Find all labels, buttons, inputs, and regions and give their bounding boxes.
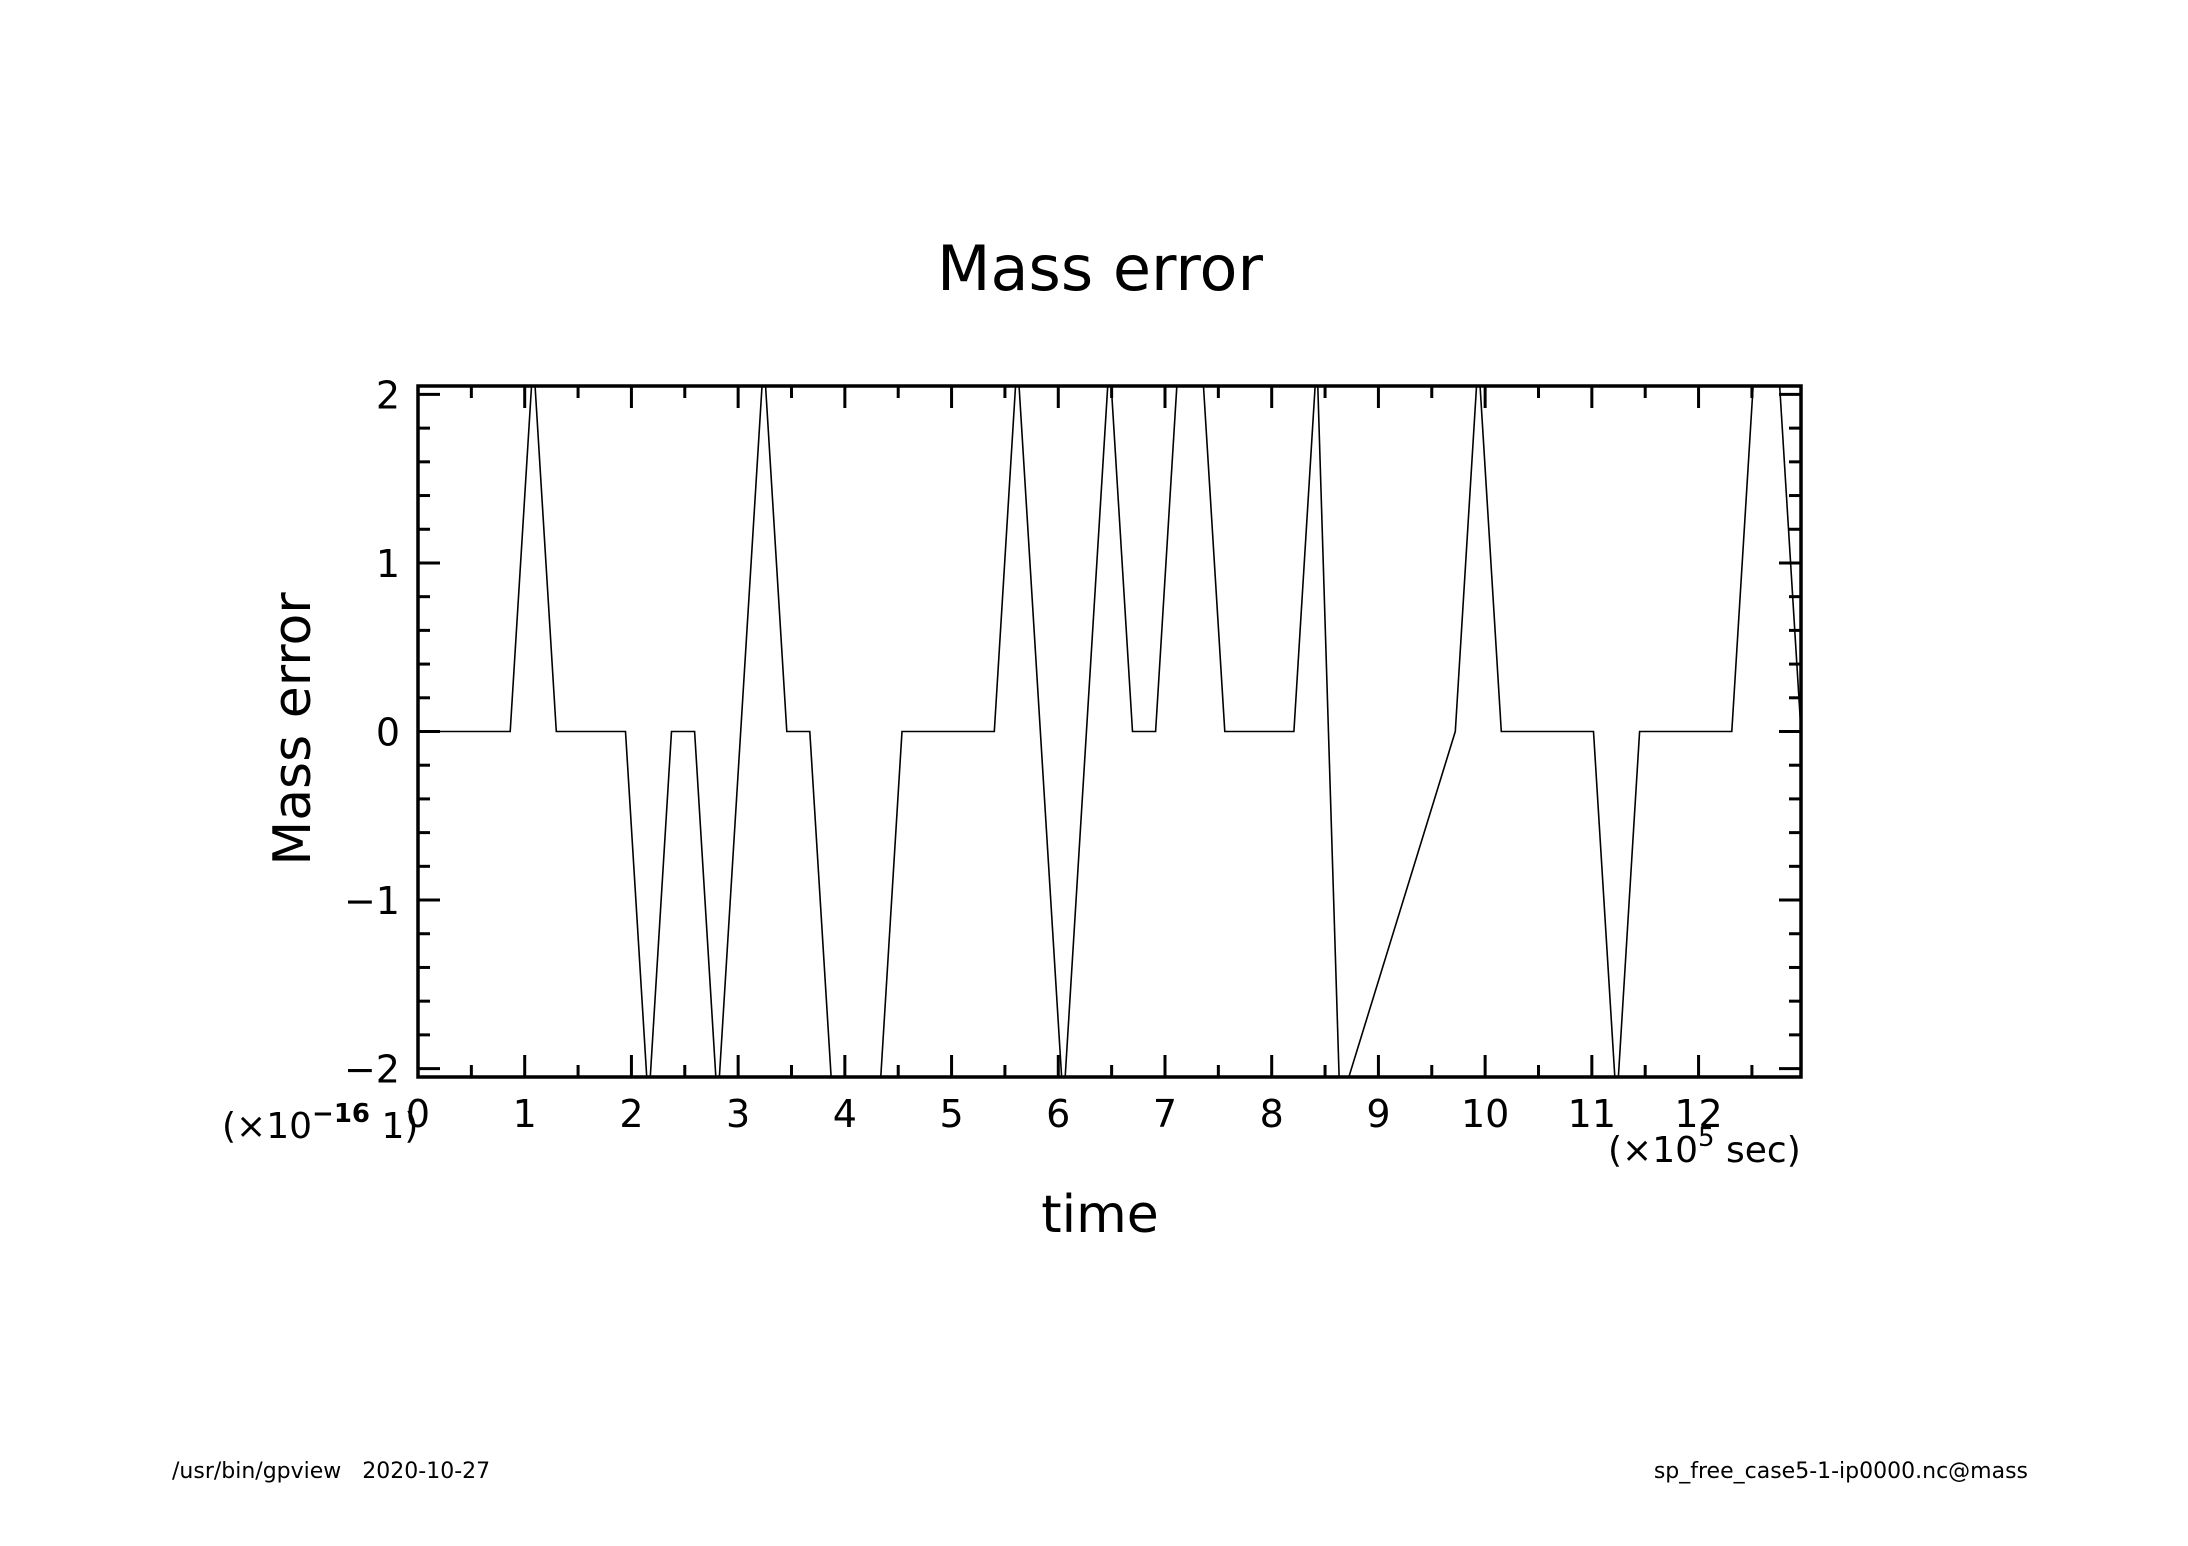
x-tick-label: 10 — [1461, 1092, 1509, 1136]
x-tick-label: 3 — [726, 1092, 750, 1136]
y-tick-label: −2 — [344, 1048, 400, 1092]
footer-left: /usr/bin/gpview 2020-10-27 — [172, 1459, 490, 1484]
x-tick-label: 12 — [1674, 1092, 1722, 1136]
x-tick-label: 2 — [619, 1092, 643, 1136]
x-tick-label: 4 — [833, 1092, 857, 1136]
series-line-1 — [418, 386, 1801, 1077]
x-axis-title: time — [1041, 1185, 1158, 1245]
x-tick-label: 5 — [939, 1092, 963, 1136]
footer-right: sp_free_case5-1-ip0000.nc@mass — [1654, 1459, 2028, 1484]
y-tick-label: 1 — [376, 542, 400, 586]
x-scale-note: (×105 sec) — [1608, 1123, 1801, 1171]
x-tick-label: 0 — [406, 1092, 430, 1136]
chart-title: Mass error — [937, 232, 1263, 305]
x-tick-label: 7 — [1153, 1092, 1177, 1136]
y-axis-title: Mass error — [263, 592, 323, 866]
x-tick-label: 1 — [513, 1092, 537, 1136]
x-axis: 0 1 2 3 4 5 6 7 8 9 10 11 12 — [406, 386, 1754, 1136]
y-axis: −2 −1 0 1 2 — [344, 373, 1801, 1092]
x-tick-label: 11 — [1568, 1092, 1616, 1136]
y-tick-label: −1 — [344, 879, 400, 923]
y-tick-label: 2 — [376, 373, 400, 417]
y-tick-label: 0 — [376, 711, 400, 755]
x-tick-label: 9 — [1366, 1092, 1390, 1136]
x-tick-label: 6 — [1046, 1092, 1070, 1136]
plot-area — [416, 384, 1803, 1079]
x-tick-label: 8 — [1260, 1092, 1284, 1136]
y-scale-note: (×10−16 1) — [222, 1099, 418, 1147]
